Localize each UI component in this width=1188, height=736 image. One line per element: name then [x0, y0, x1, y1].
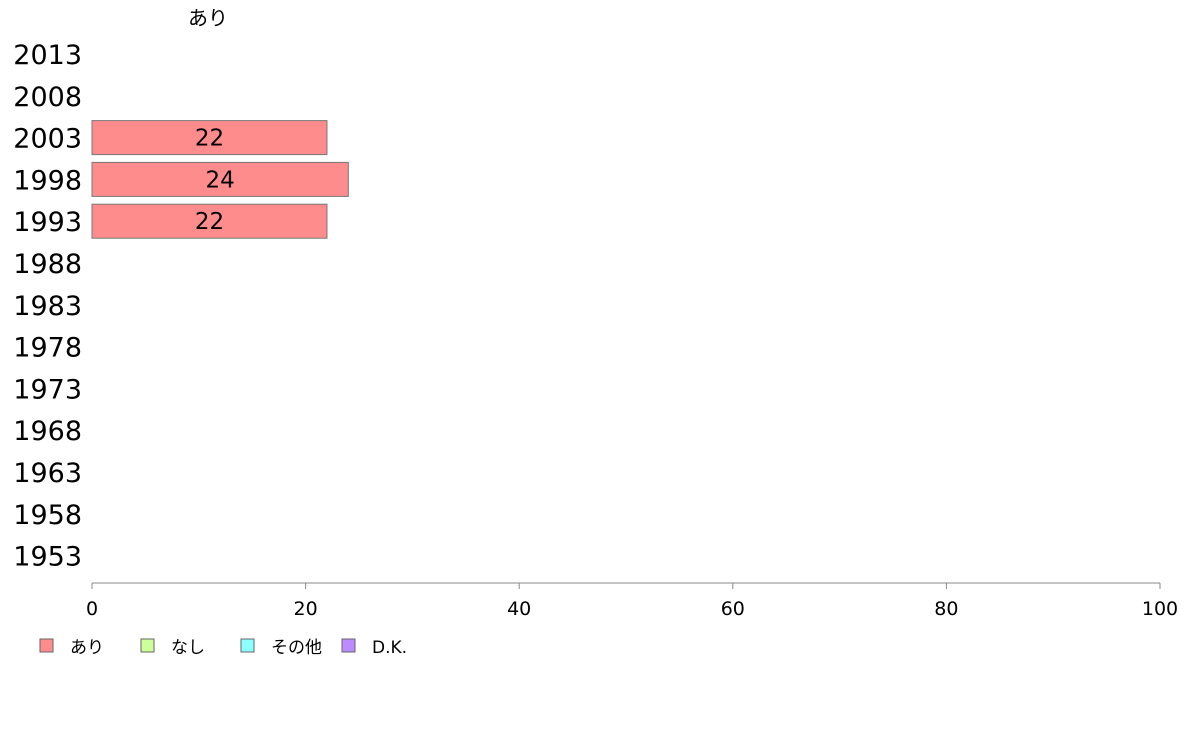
bar-1998-series-0: [91, 161, 349, 197]
category-label-2008: 2008: [13, 82, 82, 113]
legend-label-3: D.K.: [372, 638, 407, 658]
category-label-1973: 1973: [13, 374, 82, 405]
category-label-1988: 1988: [13, 249, 82, 280]
category-label-1993: 1993: [13, 207, 82, 238]
legend-swatch-2: [240, 638, 255, 653]
bar-2003-series-0: [91, 120, 328, 156]
bar-value-label-1998-series-0: 24: [206, 167, 235, 193]
x-tick-label-20: 20: [294, 598, 318, 620]
legend-swatch-1: [140, 638, 155, 653]
legend-label-2: その他: [271, 638, 322, 658]
legend-label-1: なし: [171, 638, 205, 658]
category-label-2003: 2003: [13, 124, 82, 155]
category-label-2013: 2013: [13, 40, 82, 71]
category-label-1978: 1978: [13, 333, 82, 364]
x-tick-label-60: 60: [721, 598, 745, 620]
year-labels: 2013 2008 2003 1998 1993 1988 1983 1978 1973 1968…: [13, 40, 82, 573]
category-label-1963: 1963: [13, 458, 82, 489]
legend-swatch-3: [341, 638, 356, 653]
bar-1993-series-0: [91, 203, 328, 239]
series-header-layer: あり: [188, 6, 228, 30]
x-tick-label-80: 80: [934, 598, 958, 620]
series-header-label: あり: [188, 6, 228, 30]
x-tick-label-0: 0: [86, 598, 98, 620]
bar-value-label-1993-series-0: 22: [195, 209, 224, 235]
x-tick-label-100: 100: [1142, 598, 1178, 620]
bars: 22 24 22: [91, 120, 349, 239]
category-label-1998: 1998: [13, 165, 82, 196]
category-label-1958: 1958: [13, 500, 82, 531]
x-axis: 0 20 40 60 80 100: [86, 582, 1178, 620]
category-label-1968: 1968: [13, 416, 82, 447]
legend-swatch-0: [39, 638, 54, 653]
x-tick-label-40: 40: [507, 598, 531, 620]
category-label-1983: 1983: [13, 291, 82, 322]
legend-label-0: あり: [70, 638, 104, 658]
legend: あり なし その他 D.K.: [39, 638, 407, 658]
category-label-1953: 1953: [13, 542, 82, 573]
bar-value-label-2003-series-0: 22: [195, 126, 224, 152]
